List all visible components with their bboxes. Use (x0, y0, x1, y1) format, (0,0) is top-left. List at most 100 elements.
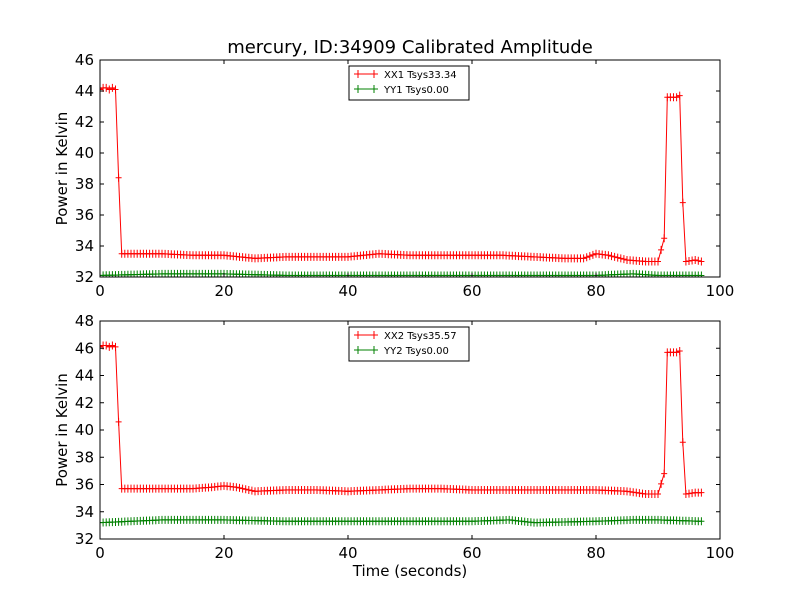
data-point (617, 254, 624, 263)
y-tick-label: 48 (75, 312, 94, 330)
y-tick-label: 38 (75, 448, 94, 466)
data-point (605, 251, 612, 260)
y-tick-label: 46 (75, 51, 94, 69)
legend-marker (355, 85, 361, 93)
data-point (686, 256, 692, 265)
data-point (673, 348, 680, 357)
data-point (695, 256, 702, 265)
data-point (248, 486, 255, 495)
series-line (100, 344, 702, 495)
legend-label: XX2 Tsys35.57 (384, 331, 457, 342)
legend-box (348, 65, 470, 101)
data-point (661, 469, 668, 478)
data-point (586, 252, 593, 261)
series-markers (100, 341, 705, 499)
y-tick-label: 32 (75, 268, 94, 286)
x-tick-label: 40 (338, 282, 357, 300)
legend-marker (371, 331, 377, 339)
series-1-2 (100, 269, 705, 277)
data-point (692, 255, 699, 264)
data-point (682, 257, 689, 266)
x-tick-label: 60 (462, 282, 481, 300)
data-point (106, 342, 113, 351)
y-tick-label: 34 (75, 503, 94, 521)
y-tick-label: 40 (75, 144, 94, 162)
y-tick-label: 42 (75, 113, 94, 131)
data-point (112, 85, 119, 94)
series-markers (100, 269, 705, 277)
x-tick-label: 20 (214, 544, 233, 562)
data-point (698, 517, 705, 526)
y-tick-label: 46 (75, 339, 94, 357)
x-tick-label: 40 (338, 544, 357, 562)
series-2-2 (100, 515, 705, 527)
y-axis-label: Power in Kelvin (53, 112, 71, 226)
data-point (676, 346, 683, 355)
data-point (239, 484, 246, 493)
series-markers (100, 515, 705, 527)
data-point (109, 341, 116, 350)
data-point (679, 198, 686, 207)
x-tick-label: 60 (462, 544, 481, 562)
legend-label: XX1 Tsys33.34 (384, 70, 457, 81)
data-point (589, 250, 596, 259)
legend-label: YY2 Tsys0.00 (383, 346, 449, 357)
y-tick-label: 34 (75, 237, 94, 255)
data-point (611, 252, 618, 261)
legend-marker (371, 346, 377, 354)
y-tick-label: 38 (75, 175, 94, 193)
data-point (620, 255, 627, 264)
data-point (103, 83, 110, 92)
data-point (233, 483, 240, 492)
y-tick-label: 40 (75, 421, 94, 439)
x-tick-label: 100 (706, 544, 735, 562)
series-2-1 (100, 341, 705, 499)
data-point (583, 253, 590, 262)
data-point (676, 91, 683, 100)
legend-marker (355, 331, 361, 339)
data-point (115, 173, 122, 182)
legend-marker (371, 85, 377, 93)
data-point (245, 485, 252, 494)
y-tick-label: 32 (75, 530, 94, 548)
data-point (658, 479, 665, 488)
y-tick-label: 36 (75, 206, 94, 224)
data-point (658, 245, 665, 254)
data-point (112, 342, 119, 351)
x-tick-label: 20 (214, 282, 233, 300)
x-tick-label: 80 (586, 544, 605, 562)
data-point (109, 83, 116, 92)
data-point (698, 257, 705, 266)
data-point (655, 257, 661, 266)
x-tick-label: 0 (95, 544, 105, 562)
y-tick-label: 36 (75, 476, 94, 494)
y-tick-label: 44 (75, 82, 94, 100)
data-point (614, 253, 621, 262)
data-point (242, 485, 249, 494)
data-point (100, 342, 103, 351)
x-tick-label: 0 (95, 282, 105, 300)
y-tick-label: 42 (75, 394, 94, 412)
chart-panel-2: 0 20 40 60 80 100 32 34 36 38 40 42 44 46 48 Power in K… (53, 312, 734, 580)
data-point (689, 256, 696, 265)
legend-label: YY1 Tsys0.00 (383, 85, 449, 96)
data-point (115, 417, 122, 426)
chart-title: mercury, ID:34909 Calibrated Amplitude (227, 37, 593, 58)
data-point (608, 252, 615, 261)
y-tick-label: 44 (75, 367, 94, 385)
data-point (673, 93, 680, 102)
data-point (106, 85, 113, 94)
legend-box (348, 326, 470, 362)
data-point (661, 234, 668, 243)
data-point (103, 341, 110, 350)
data-point (698, 271, 705, 277)
data-point (698, 488, 705, 497)
y-axis-label: Power in Kelvin (53, 373, 71, 487)
data-point (655, 490, 661, 499)
legend: XX2 Tsys35.57 YY2 Tsys0.00 (348, 326, 470, 362)
data-point (580, 254, 587, 263)
x-tick-label: 100 (706, 282, 735, 300)
data-point (100, 85, 103, 94)
legend-marker (371, 70, 377, 78)
